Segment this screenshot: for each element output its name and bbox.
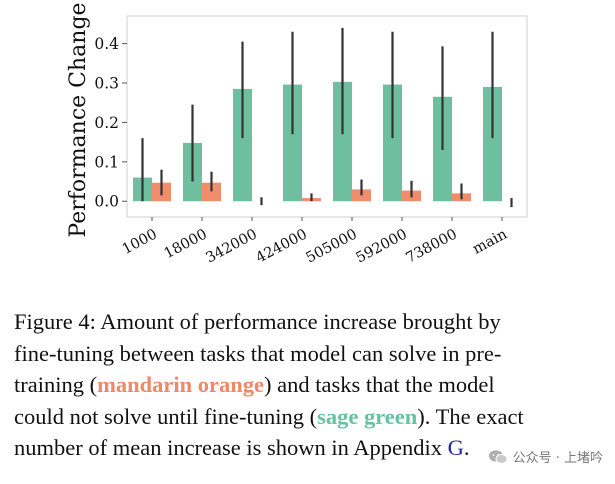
bar-mandarin-orange-18000 — [202, 182, 221, 202]
figure-caption: Figure 4: Amount of performance increase… — [14, 306, 604, 464]
caption-line-4: could not solve until fine-tuning (sage … — [14, 401, 604, 433]
bar-sage-green-505000 — [333, 81, 352, 202]
y-tick-label: 0.0 — [94, 193, 119, 211]
x-tick-label: 1000 — [120, 226, 160, 257]
y-tick-label: 0.4 — [94, 35, 119, 53]
legend-sage-green: sage green — [317, 403, 418, 429]
caption-line-5: number of mean increase is shown in Appe… — [14, 432, 604, 464]
x-tick-label: 424000 — [253, 226, 309, 266]
y-tick-label: 0.1 — [94, 153, 119, 171]
caption-text: number of mean increase is shown in Appe… — [14, 435, 448, 460]
x-tick-label: 738000 — [403, 226, 459, 266]
plot-area: 0.0 0.1 0.2 0.3 0.4 1000 180003420004240005050… — [94, 15, 528, 267]
legend-mandarin-orange: mandarin orange — [97, 372, 264, 397]
x-tick-label: 592000 — [353, 226, 409, 266]
caption-text: . — [463, 435, 470, 460]
y-tick-label: 0.2 — [94, 114, 119, 132]
watermark-text: 公众号 · 上堵吟 — [512, 451, 603, 466]
x-tick-label: 505000 — [303, 226, 359, 266]
y-tick-label: 0.3 — [94, 75, 119, 93]
caption-line-3: training (mandarin orange) and tasks tha… — [14, 369, 604, 401]
wechat-icon — [488, 449, 508, 464]
caption-text: ). The exact — [417, 403, 524, 429]
y-axis-label: Performance Change — [66, 2, 91, 237]
appendix-link[interactable]: G — [447, 435, 464, 460]
caption-text: training ( — [14, 372, 98, 397]
caption-line-1: Figure 4: Amount of performance increase… — [14, 309, 501, 334]
x-tick-label: main — [470, 226, 510, 257]
watermark: 公众号 · 上堵吟 — [488, 447, 603, 466]
plot-frame — [126, 15, 528, 218]
caption-line-2: fine-tuning between tasks that model can… — [14, 340, 502, 366]
caption-text: ) and tasks that the model — [264, 372, 495, 397]
x-tick-label: 342000 — [203, 226, 259, 266]
bar-sage-green-342000 — [233, 88, 252, 202]
caption-text: could not solve until fine-tuning ( — [14, 403, 318, 429]
bar-chart: Performance Change 0.0 0.1 0.2 0.3 0.4 1000 18… — [66, 2, 528, 267]
bar-sage-green-main — [483, 86, 502, 202]
bar-sage-green-592000 — [383, 84, 402, 202]
x-tick-label: 18000 — [162, 226, 210, 262]
bar-sage-green-424000 — [283, 84, 302, 202]
